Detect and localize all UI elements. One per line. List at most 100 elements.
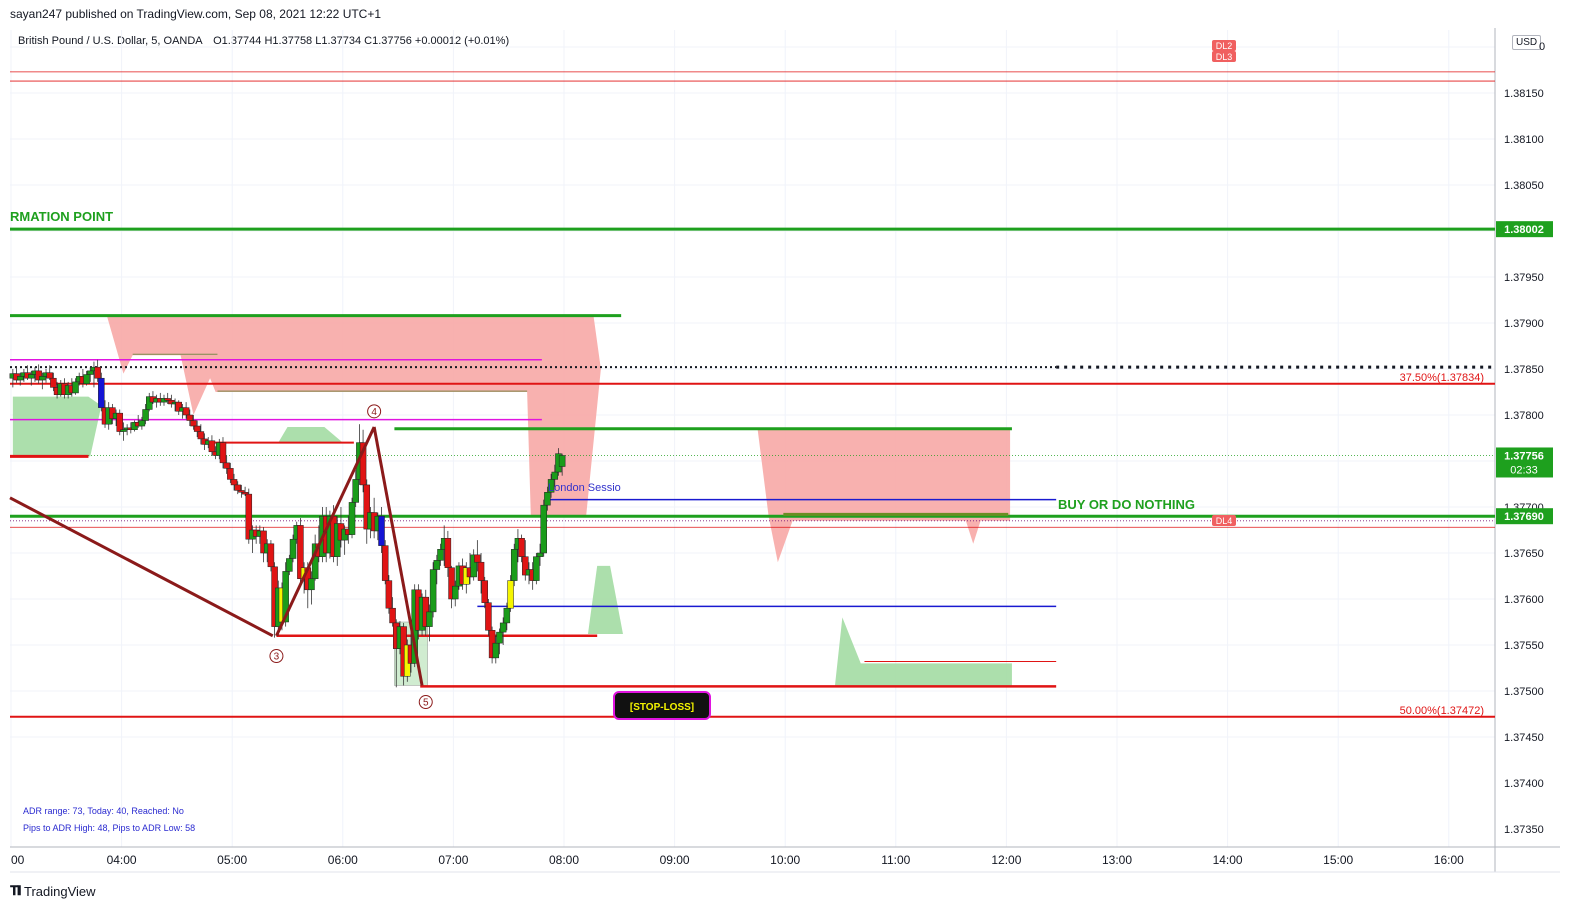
candle [363,479,371,544]
candle-body [448,567,455,600]
y-tick-label: 1.37650 [1504,548,1544,560]
candle [297,518,304,585]
buy-label: BUY OR DO NOTHING [1058,497,1195,512]
wave-5-label: 5 [423,698,429,709]
candle [444,530,452,577]
candle-body [544,492,551,506]
wave-3-label: 3 [274,652,280,663]
candle [164,392,171,404]
trendline-down-2 [372,426,424,686]
candle [448,565,455,609]
y-tick-label: 1.37450 [1504,732,1544,744]
candle [138,416,146,430]
candle [234,481,241,495]
tradingview-logo[interactable]: 𝐓❙ TradingView [10,883,96,899]
candle-body [238,490,245,493]
candle-body [267,543,275,568]
wave-5-label-circle [418,695,433,710]
candle [219,437,227,469]
ohlc-values: O1.37744 H1.37758 L1.37734 C1.37756 +0.0… [213,35,510,47]
x-tick-label: 11:00 [881,853,910,867]
candle-body [227,468,234,480]
brand-name: TradingView [23,883,96,899]
zones [12,315,1012,686]
candle-body [437,549,444,561]
stoploss-label: [STOP-LOSS] [630,702,694,713]
candle [245,488,253,544]
candle [429,562,437,618]
symbol-title[interactable]: British Pound / U.S. Dollar, 5, OANDA [18,35,203,47]
candle [426,604,433,642]
y-tick-label: 1.37850 [1504,364,1544,376]
wave-3-label-circle [269,649,284,664]
green-zone-3 [587,565,623,634]
candle-body [481,580,488,603]
candle [451,580,459,607]
candle-body [175,401,182,412]
candle-body [522,556,529,576]
trendline-down [9,496,274,638]
candle-body [142,409,149,421]
candle-body [164,398,171,401]
candle-body [241,492,249,495]
candle-body [499,622,507,633]
x-tick-label: 04:00 [107,853,137,867]
candle-body [426,611,433,627]
candle [389,597,396,627]
candle [260,527,267,563]
candle-body [359,442,367,486]
candle-body [120,429,127,432]
candle-body [197,431,205,440]
candle-body [186,414,194,421]
candle [182,402,190,419]
y-tick-label: 1.37800 [1504,410,1544,422]
candle-body [444,538,452,568]
dl4-badge: DL4 [1216,516,1233,526]
candle-body [533,556,540,581]
y-tick-label: 1.37500 [1504,686,1544,698]
y-tick-label: 1.37400 [1504,778,1544,790]
candle [241,486,249,496]
currency-badge[interactable]: USD [1512,35,1542,50]
candle [186,409,194,427]
x-tick-label: 12:00 [991,853,1021,867]
candle [46,365,53,381]
candle [267,540,275,572]
x-tick-label: 14:00 [1213,853,1243,867]
candle [437,543,444,566]
candle-body [286,558,293,572]
candle-body [389,607,396,624]
candle-body [378,515,385,546]
candle-body [289,538,297,559]
candle [474,540,481,572]
y-tick-label: 1.37900 [1504,318,1544,330]
dl4-badge-bg [1212,515,1236,526]
candle-body [536,552,544,557]
candle [142,403,149,425]
candle [359,429,367,493]
candle-body [474,554,481,563]
candle [540,499,547,557]
candle [16,372,24,386]
dl3-badge-bg [1212,51,1236,62]
candle [28,370,35,386]
candle-body [35,370,42,381]
candle [492,635,500,664]
candle-body [245,493,253,540]
candle-body [297,525,304,580]
candle-body [230,479,238,486]
candle [208,435,216,456]
candle-body [492,642,500,659]
candle [116,409,124,436]
candle [558,453,566,476]
candle-body [83,374,90,384]
pink-zone-2 [757,428,1011,563]
candle-body [39,376,46,381]
candle-body [381,545,389,581]
candle [308,571,315,605]
y-tick-label: 1.38100 [1504,134,1544,146]
candle-body [116,412,124,432]
candle [72,378,79,395]
candle [348,497,356,539]
